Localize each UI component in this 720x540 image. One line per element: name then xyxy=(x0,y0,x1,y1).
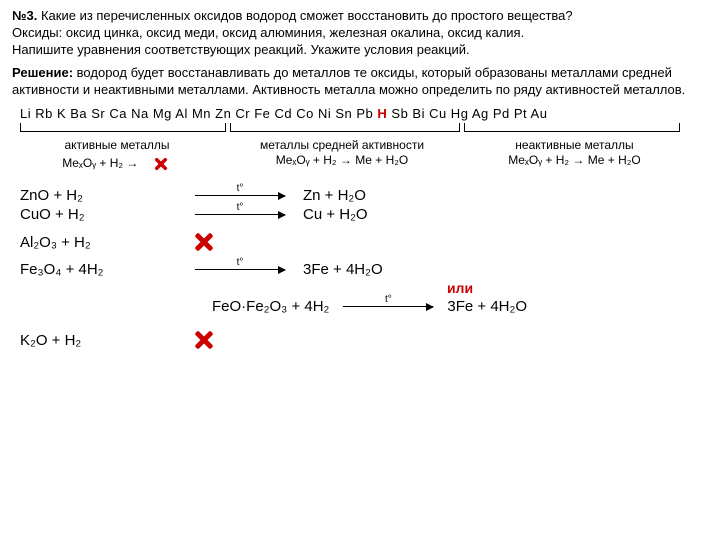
question-text-1: Какие из перечисленных оксидов водород с… xyxy=(41,8,573,23)
equation-2: CuO + H₂ t° Cu + H₂O xyxy=(20,206,708,223)
eq4-right: 3Fe + 4H₂O xyxy=(303,261,383,278)
cross-icon xyxy=(153,157,168,172)
arrow-5: t° xyxy=(333,306,443,307)
equation-3: Al₂O₃ + H₂ xyxy=(20,231,708,253)
bracket-3 xyxy=(464,123,680,132)
eq1-left: ZnO + H₂ xyxy=(20,187,185,204)
eq2-left: CuO + H₂ xyxy=(20,206,185,223)
group-inactive: неактивные металлы MeₓOᵧ + H₂ → Me + H₂O xyxy=(462,138,687,175)
cross-icon xyxy=(193,231,215,253)
eq4-left: Fe₃O₄ + 4H₂ xyxy=(20,261,185,278)
brackets-row xyxy=(20,123,708,132)
question-text-2: Оксиды: оксид цинка, оксид меди, оксид а… xyxy=(12,25,524,40)
eq5-left: FeO·Fe₂O₃ + 4H₂ xyxy=(212,298,329,315)
cross-icon xyxy=(193,329,215,351)
group-1-eq: MeₓOᵧ + H₂ → xyxy=(62,157,138,171)
question-text-3: Напишите уравнения соответствующих реакц… xyxy=(12,42,470,57)
solution-block: Решение: водород будет восстанавливать д… xyxy=(12,65,708,99)
solution-text: водород будет восстанавливать до металло… xyxy=(12,65,685,97)
eq3-left: Al₂O₃ + H₂ xyxy=(20,234,185,251)
group-3-eq: MeₓOᵧ + H₂ → Me + H₂O xyxy=(508,153,640,167)
equation-6: K₂O + H₂ xyxy=(20,329,708,351)
equation-5: FeO·Fe₂O₃ + 4H₂ t° 3Fe + 4H₂O xyxy=(212,298,708,315)
bracket-2 xyxy=(230,123,460,132)
eq6-left: K₂O + H₂ xyxy=(20,332,185,349)
group-3-title: неактивные металлы xyxy=(515,138,633,152)
activity-series: Li Rb K Ba Sr Ca Na Mg Al Mn Zn Cr Fe Cd… xyxy=(20,106,708,121)
groups-row: активные металлы MeₓOᵧ + H₂ → металлы ср… xyxy=(12,138,708,175)
group-2-title: металлы средней активности xyxy=(260,138,424,152)
equation-4: Fe₃O₄ + 4H₂ t° 3Fe + 4H₂O xyxy=(20,261,708,278)
eq5-right: 3Fe + 4H₂O xyxy=(447,298,527,315)
arrow-4: t° xyxy=(185,269,295,270)
group-1-title: активные металлы xyxy=(64,138,169,152)
question-number: №3. xyxy=(12,8,37,23)
arrow-2: t° xyxy=(185,214,295,215)
arrow-1: t° xyxy=(185,195,295,196)
group-2-eq: MeₓOᵧ + H₂ → Me + H₂O xyxy=(276,153,408,167)
equation-1: ZnO + H₂ t° Zn + H₂O xyxy=(20,187,708,204)
eq2-right: Cu + H₂O xyxy=(303,206,368,223)
bracket-1 xyxy=(20,123,226,132)
group-active: активные металлы MeₓOᵧ + H₂ → xyxy=(12,138,222,175)
eq1-right: Zn + H₂O xyxy=(303,187,366,204)
solution-label: Решение: xyxy=(12,65,73,80)
question-block: №3. Какие из перечисленных оксидов водор… xyxy=(12,8,708,59)
group-medium: металлы средней активности MeₓOᵧ + H₂ → … xyxy=(222,138,462,175)
or-label: или xyxy=(212,280,708,296)
